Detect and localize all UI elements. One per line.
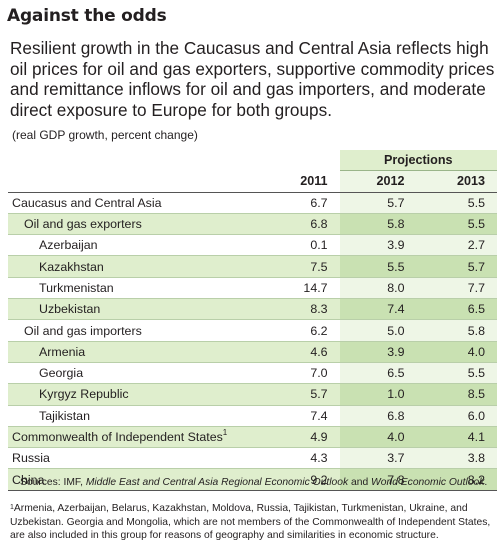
- value-2011: 0.1: [271, 234, 340, 257]
- value-2013: 7.7: [416, 277, 497, 300]
- value-2012: 8.0: [339, 277, 417, 300]
- year-header-2012: 2012: [339, 170, 417, 193]
- value-2013: 2.7: [416, 234, 497, 257]
- row-label: Armenia: [8, 341, 272, 363]
- year-header-row: 2011 2012 2013: [8, 170, 497, 193]
- row-label: Oil and gas importers: [8, 319, 272, 342]
- value-2011: 6.7: [271, 192, 340, 214]
- figure-title: Against the odds: [7, 6, 167, 26]
- value-2011: 5.7: [271, 383, 340, 406]
- value-2013: 4.0: [416, 341, 497, 363]
- row-label: Commonwealth of Independent States1: [8, 426, 272, 449]
- value-2012: 7.4: [339, 298, 417, 321]
- value-2011: 9.2: [271, 468, 340, 491]
- table-row: Caucasus and Central Asia 6.7 5.7 5.5: [8, 192, 497, 214]
- value-2013: 5.5: [416, 192, 497, 214]
- growth-table: Projections 2011 2012 2013 Caucasus and …: [8, 150, 497, 491]
- sources-note: Sources: IMF, Middle East and Central As…: [20, 477, 488, 488]
- value-2013: 5.8: [416, 319, 497, 342]
- table-row: Russia 4.3 3.7 3.8: [8, 447, 497, 470]
- value-2013: 8.2: [416, 468, 497, 491]
- value-2011: 4.9: [271, 426, 340, 449]
- row-label: Kazakhstan: [8, 255, 272, 278]
- table-row: Oil and gas importers 6.2 5.0 5.8: [8, 319, 497, 342]
- row-label: China: [8, 468, 272, 491]
- footnote: 1Armenia, Azerbaijan, Belarus, Kazakhsta…: [10, 502, 496, 543]
- table-row: Oil and gas exporters 6.8 5.8 5.5: [8, 213, 497, 236]
- value-2012: 6.5: [339, 362, 417, 385]
- value-2012: 3.7: [339, 447, 417, 470]
- table-row: Kazakhstan 7.5 5.5 5.7: [8, 255, 497, 278]
- value-2012: 3.9: [339, 341, 417, 363]
- value-2013: 8.5: [416, 383, 497, 406]
- row-label: Turkmenistan: [8, 277, 272, 300]
- row-label: Kyrgyz Republic: [8, 383, 272, 406]
- value-2013: 5.5: [416, 362, 497, 385]
- source-publication-2: World Economic Outlook: [371, 477, 485, 488]
- value-2011: 7.0: [271, 362, 340, 385]
- value-2012: 5.8: [339, 213, 417, 236]
- value-2013: 4.1: [416, 426, 497, 449]
- value-2011: 6.8: [271, 213, 340, 236]
- value-2011: 4.6: [271, 341, 340, 363]
- year-header-2011: 2011: [271, 170, 340, 193]
- value-2012: 5.0: [339, 319, 417, 342]
- figure-subtitle: Resilient growth in the Caucasus and Cen…: [10, 38, 495, 120]
- projections-header: Projections: [339, 150, 497, 172]
- table-row: Tajikistan 7.4 6.8 6.0: [8, 405, 497, 427]
- value-2012: 1.0: [339, 383, 417, 406]
- row-label: Russia: [8, 447, 272, 470]
- value-2012: 6.8: [339, 405, 417, 427]
- unit-note: (real GDP growth, percent change): [12, 128, 198, 142]
- row-label: Caucasus and Central Asia: [8, 192, 272, 214]
- footnote-text: Armenia, Azerbaijan, Belarus, Kazakhstan…: [10, 503, 491, 541]
- value-2012: 3.9: [339, 234, 417, 257]
- row-label: Uzbekistan: [8, 298, 272, 321]
- value-2013: 6.0: [416, 405, 497, 427]
- value-2013: 6.5: [416, 298, 497, 321]
- table-row: Commonwealth of Independent States1 4.9 4.…: [8, 426, 497, 449]
- table-row: Armenia 4.6 3.9 4.0: [8, 341, 497, 363]
- table-row: Kyrgyz Republic 5.7 1.0 8.5: [8, 383, 497, 406]
- value-2012: 7.8: [339, 468, 417, 491]
- value-2013: 3.8: [416, 447, 497, 470]
- value-2011: 8.3: [271, 298, 340, 321]
- projections-header-row: Projections: [8, 150, 497, 172]
- value-2012: 5.5: [339, 255, 417, 278]
- row-label: Georgia: [8, 362, 272, 385]
- row-label: Oil and gas exporters: [8, 213, 272, 236]
- source-publication-1: Middle East and Central Asia Regional Ec…: [85, 477, 349, 488]
- table-row: Georgia 7.0 6.5 5.5: [8, 362, 497, 385]
- value-2011: 7.4: [271, 405, 340, 427]
- year-header-2013: 2013: [416, 170, 497, 193]
- table-row: China 9.2 7.8 8.2: [8, 468, 497, 491]
- value-2013: 5.5: [416, 213, 497, 236]
- value-2011: 14.7: [271, 277, 340, 300]
- value-2011: 6.2: [271, 319, 340, 342]
- footnote-marker: 1: [222, 428, 228, 437]
- value-2012: 5.7: [339, 192, 417, 214]
- value-2012: 4.0: [339, 426, 417, 449]
- table-row: Azerbaijan 0.1 3.9 2.7: [8, 234, 497, 257]
- row-label: Tajikistan: [8, 405, 272, 427]
- footnote-mark: 1: [10, 504, 14, 511]
- table-row: Turkmenistan 14.7 8.0 7.7: [8, 277, 497, 300]
- row-label: Azerbaijan: [8, 234, 272, 257]
- value-2011: 4.3: [271, 447, 340, 470]
- table-body: Caucasus and Central Asia 6.7 5.7 5.5 Oil an…: [8, 192, 497, 491]
- value-2011: 7.5: [271, 255, 340, 278]
- value-2013: 5.7: [416, 255, 497, 278]
- table-row: Uzbekistan 8.3 7.4 6.5: [8, 298, 497, 321]
